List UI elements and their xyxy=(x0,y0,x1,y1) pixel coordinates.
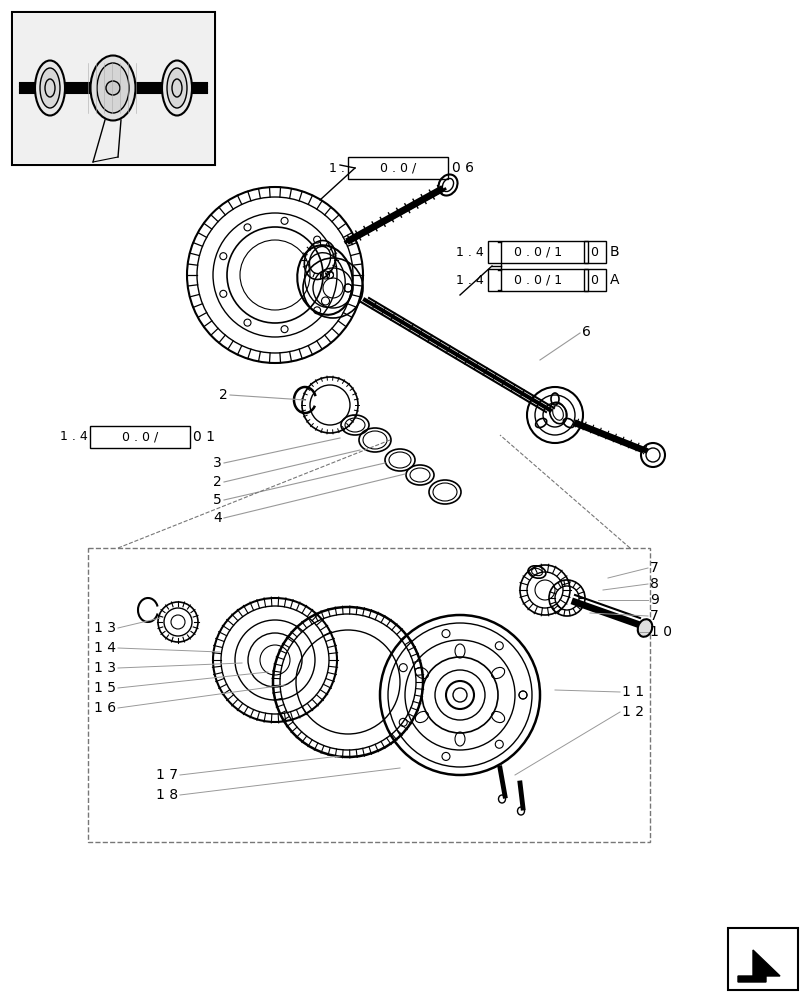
Bar xyxy=(727,928,797,990)
Text: A: A xyxy=(609,273,619,287)
Text: 7: 7 xyxy=(649,609,658,623)
Text: 0 1: 0 1 xyxy=(193,430,215,444)
Bar xyxy=(88,548,649,842)
Bar xyxy=(487,269,587,291)
Text: 1 . 4: 1 . 4 xyxy=(60,430,88,444)
Text: 0 6: 0 6 xyxy=(452,161,474,175)
Text: 0 . 0 /: 0 . 0 / xyxy=(122,430,158,444)
Bar xyxy=(583,241,605,263)
Text: 1 8: 1 8 xyxy=(156,788,178,802)
Text: B: B xyxy=(609,245,619,259)
Text: 3: 3 xyxy=(213,456,221,470)
Ellipse shape xyxy=(97,63,129,113)
Text: 1 1: 1 1 xyxy=(621,685,643,699)
Bar xyxy=(12,12,215,165)
Text: 1 0: 1 0 xyxy=(649,625,672,639)
Text: 1 6: 1 6 xyxy=(94,701,116,715)
Text: 1 2: 1 2 xyxy=(621,705,643,719)
Text: 9: 9 xyxy=(649,593,658,607)
Ellipse shape xyxy=(162,61,191,116)
Polygon shape xyxy=(737,950,779,982)
Ellipse shape xyxy=(106,81,120,95)
Ellipse shape xyxy=(40,68,60,108)
Bar xyxy=(20,83,207,93)
Text: 5: 5 xyxy=(213,493,221,507)
Text: 1 5: 1 5 xyxy=(94,681,116,695)
Text: 6: 6 xyxy=(581,325,590,339)
Bar xyxy=(583,269,605,291)
Text: 1 .: 1 . xyxy=(328,162,345,175)
Text: 1 3: 1 3 xyxy=(94,621,116,635)
Text: 1 3: 1 3 xyxy=(94,661,116,675)
Text: 0 . 0 /: 0 . 0 / xyxy=(380,162,415,175)
Text: 4: 4 xyxy=(213,511,221,525)
Ellipse shape xyxy=(90,56,135,121)
Text: 0 . 0 / 1: 0 . 0 / 1 xyxy=(513,245,561,258)
Text: 0: 0 xyxy=(590,245,597,258)
Text: 8: 8 xyxy=(649,577,658,591)
Text: 0 . 0 / 1: 0 . 0 / 1 xyxy=(513,273,561,286)
Bar xyxy=(487,241,587,263)
Bar xyxy=(348,157,448,179)
Bar xyxy=(13,13,214,164)
Text: 2: 2 xyxy=(213,475,221,489)
Text: 2: 2 xyxy=(219,388,228,402)
Text: 0: 0 xyxy=(590,273,597,286)
Text: 1 . 4: 1 . 4 xyxy=(456,245,483,258)
Text: 1 . 4: 1 . 4 xyxy=(456,273,483,286)
Bar xyxy=(90,426,190,448)
Text: 1 7: 1 7 xyxy=(156,768,178,782)
Ellipse shape xyxy=(637,619,651,637)
Text: 7: 7 xyxy=(649,561,658,575)
Text: 1 4: 1 4 xyxy=(94,641,116,655)
Ellipse shape xyxy=(35,61,65,116)
Ellipse shape xyxy=(167,68,187,108)
